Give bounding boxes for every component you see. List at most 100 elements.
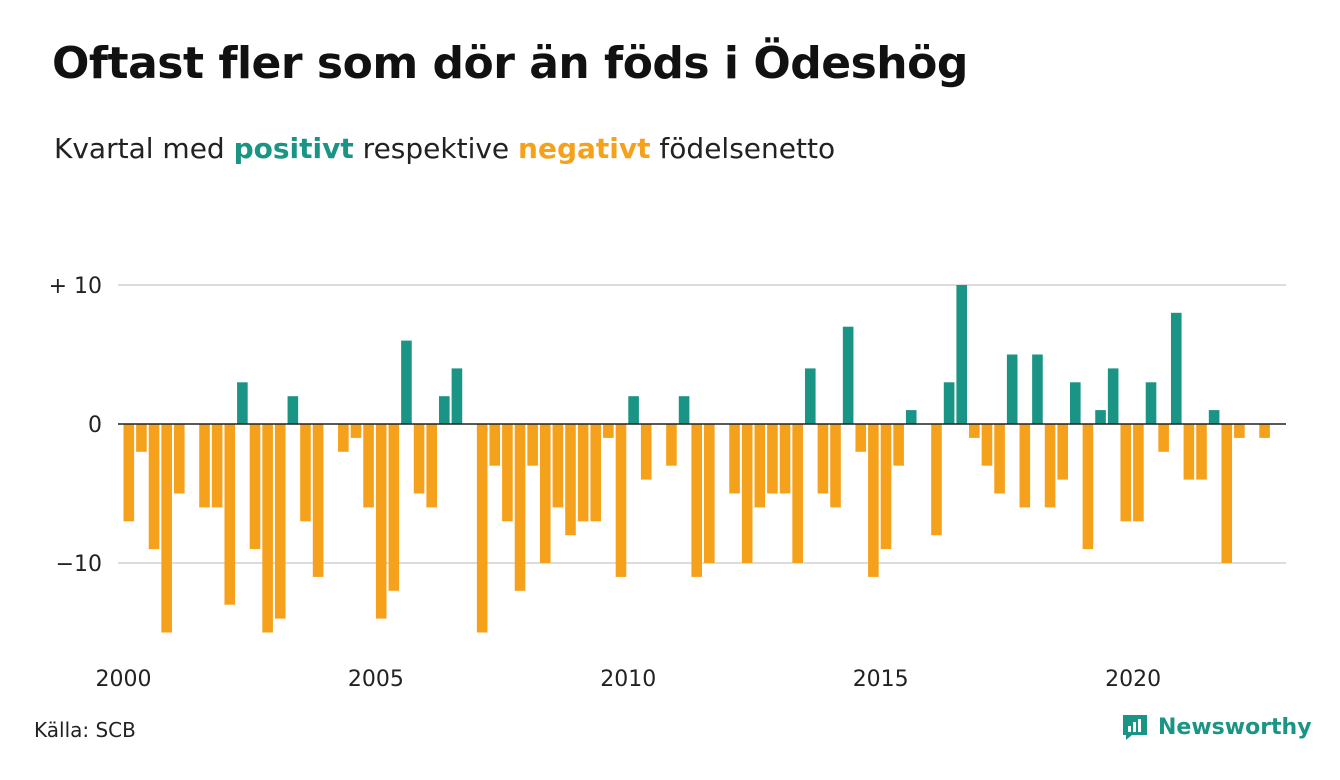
bar [1145,382,1157,424]
bar [224,424,236,605]
y-tick-label: 0 [88,413,102,438]
bar [590,424,602,522]
bar-chart: + 10 0 −10 2000 2005 2010 2015 2020 [49,274,1286,692]
brand-name: Newsworthy [1158,714,1312,740]
bar [274,424,286,619]
bar [1133,424,1144,522]
bar [249,424,261,550]
subtitle-text-2: respektive [353,132,519,165]
bar [678,396,690,424]
bar [729,424,740,494]
bar [262,424,273,633]
bar [173,424,185,494]
bar [287,396,299,424]
x-tick-label: 2010 [600,667,656,692]
bar [312,424,324,577]
bar [123,424,135,522]
bar [741,424,753,563]
bar [1107,368,1119,424]
bar [905,410,917,424]
x-tick-label: 2015 [853,667,909,692]
bar [388,424,400,591]
y-tick-label: + 10 [49,274,102,299]
bar [375,424,387,619]
bar [880,424,892,550]
bar [767,424,778,494]
newsworthy-logo-icon [1123,715,1147,740]
bar [981,424,993,466]
x-tick-labels: 2000 2005 2010 2015 2020 [96,667,1162,692]
source-note: Källa: SCB [34,718,136,742]
bar [830,424,841,508]
bar [1006,354,1018,424]
bar [565,424,576,536]
bar [1095,410,1106,424]
bar [1019,424,1031,508]
bar [868,424,879,577]
bar [1032,354,1043,424]
bar [956,285,968,424]
y-tick-label: −10 [56,552,102,577]
bar [413,424,425,494]
bar [640,424,652,480]
bar [237,382,248,424]
bar [855,424,867,452]
bar [363,424,374,508]
bar [666,424,677,466]
bar [1259,424,1270,438]
y-tick-labels: + 10 0 −10 [49,274,102,577]
chart-title: Oftast fler som dör än föds i Ödeshög [52,38,968,89]
bar [426,424,437,508]
bar [401,340,412,424]
bar [842,326,854,424]
bar [943,382,955,424]
bar [1120,424,1132,522]
bars [123,285,1270,633]
bar [628,396,639,424]
bar [514,424,526,591]
bar [502,424,513,522]
bar [148,424,160,550]
bar [994,424,1005,494]
bar [779,424,791,494]
bar [1234,424,1245,438]
bar [350,424,362,438]
x-tick-label: 2020 [1105,667,1161,692]
bar [1044,424,1056,508]
bar [817,424,829,494]
chart-subtitle: Kvartal med positivt respektive negativt… [54,132,835,165]
bar [1158,424,1169,452]
bar [792,424,803,563]
bar [754,424,766,508]
bar [931,424,942,536]
bar [300,424,311,522]
bar [1208,410,1220,424]
bar [161,424,172,633]
brand-logo[interactable]: Newsworthy [1120,712,1312,742]
subtitle-text-1: Kvartal med [54,132,234,165]
bar [136,424,147,452]
bar [338,424,349,452]
bar [439,396,450,424]
subtitle-positive-word: positivt [233,132,354,165]
bar [451,368,463,424]
bar [211,424,223,508]
bar [603,424,614,438]
bar [1183,424,1195,480]
bar [704,424,715,563]
x-tick-label: 2005 [348,667,404,692]
bar [1221,424,1233,563]
bar [969,424,980,438]
bar [1196,424,1207,480]
bar [1170,312,1182,424]
bar [1070,382,1081,424]
bar [804,368,816,424]
bar [1082,424,1094,550]
bar [527,424,538,466]
bar [691,424,702,577]
bar [552,424,564,508]
subtitle-negative-word: negativt [518,132,651,165]
bar [476,424,488,633]
bar [1057,424,1068,480]
x-tick-label: 2000 [96,667,152,692]
